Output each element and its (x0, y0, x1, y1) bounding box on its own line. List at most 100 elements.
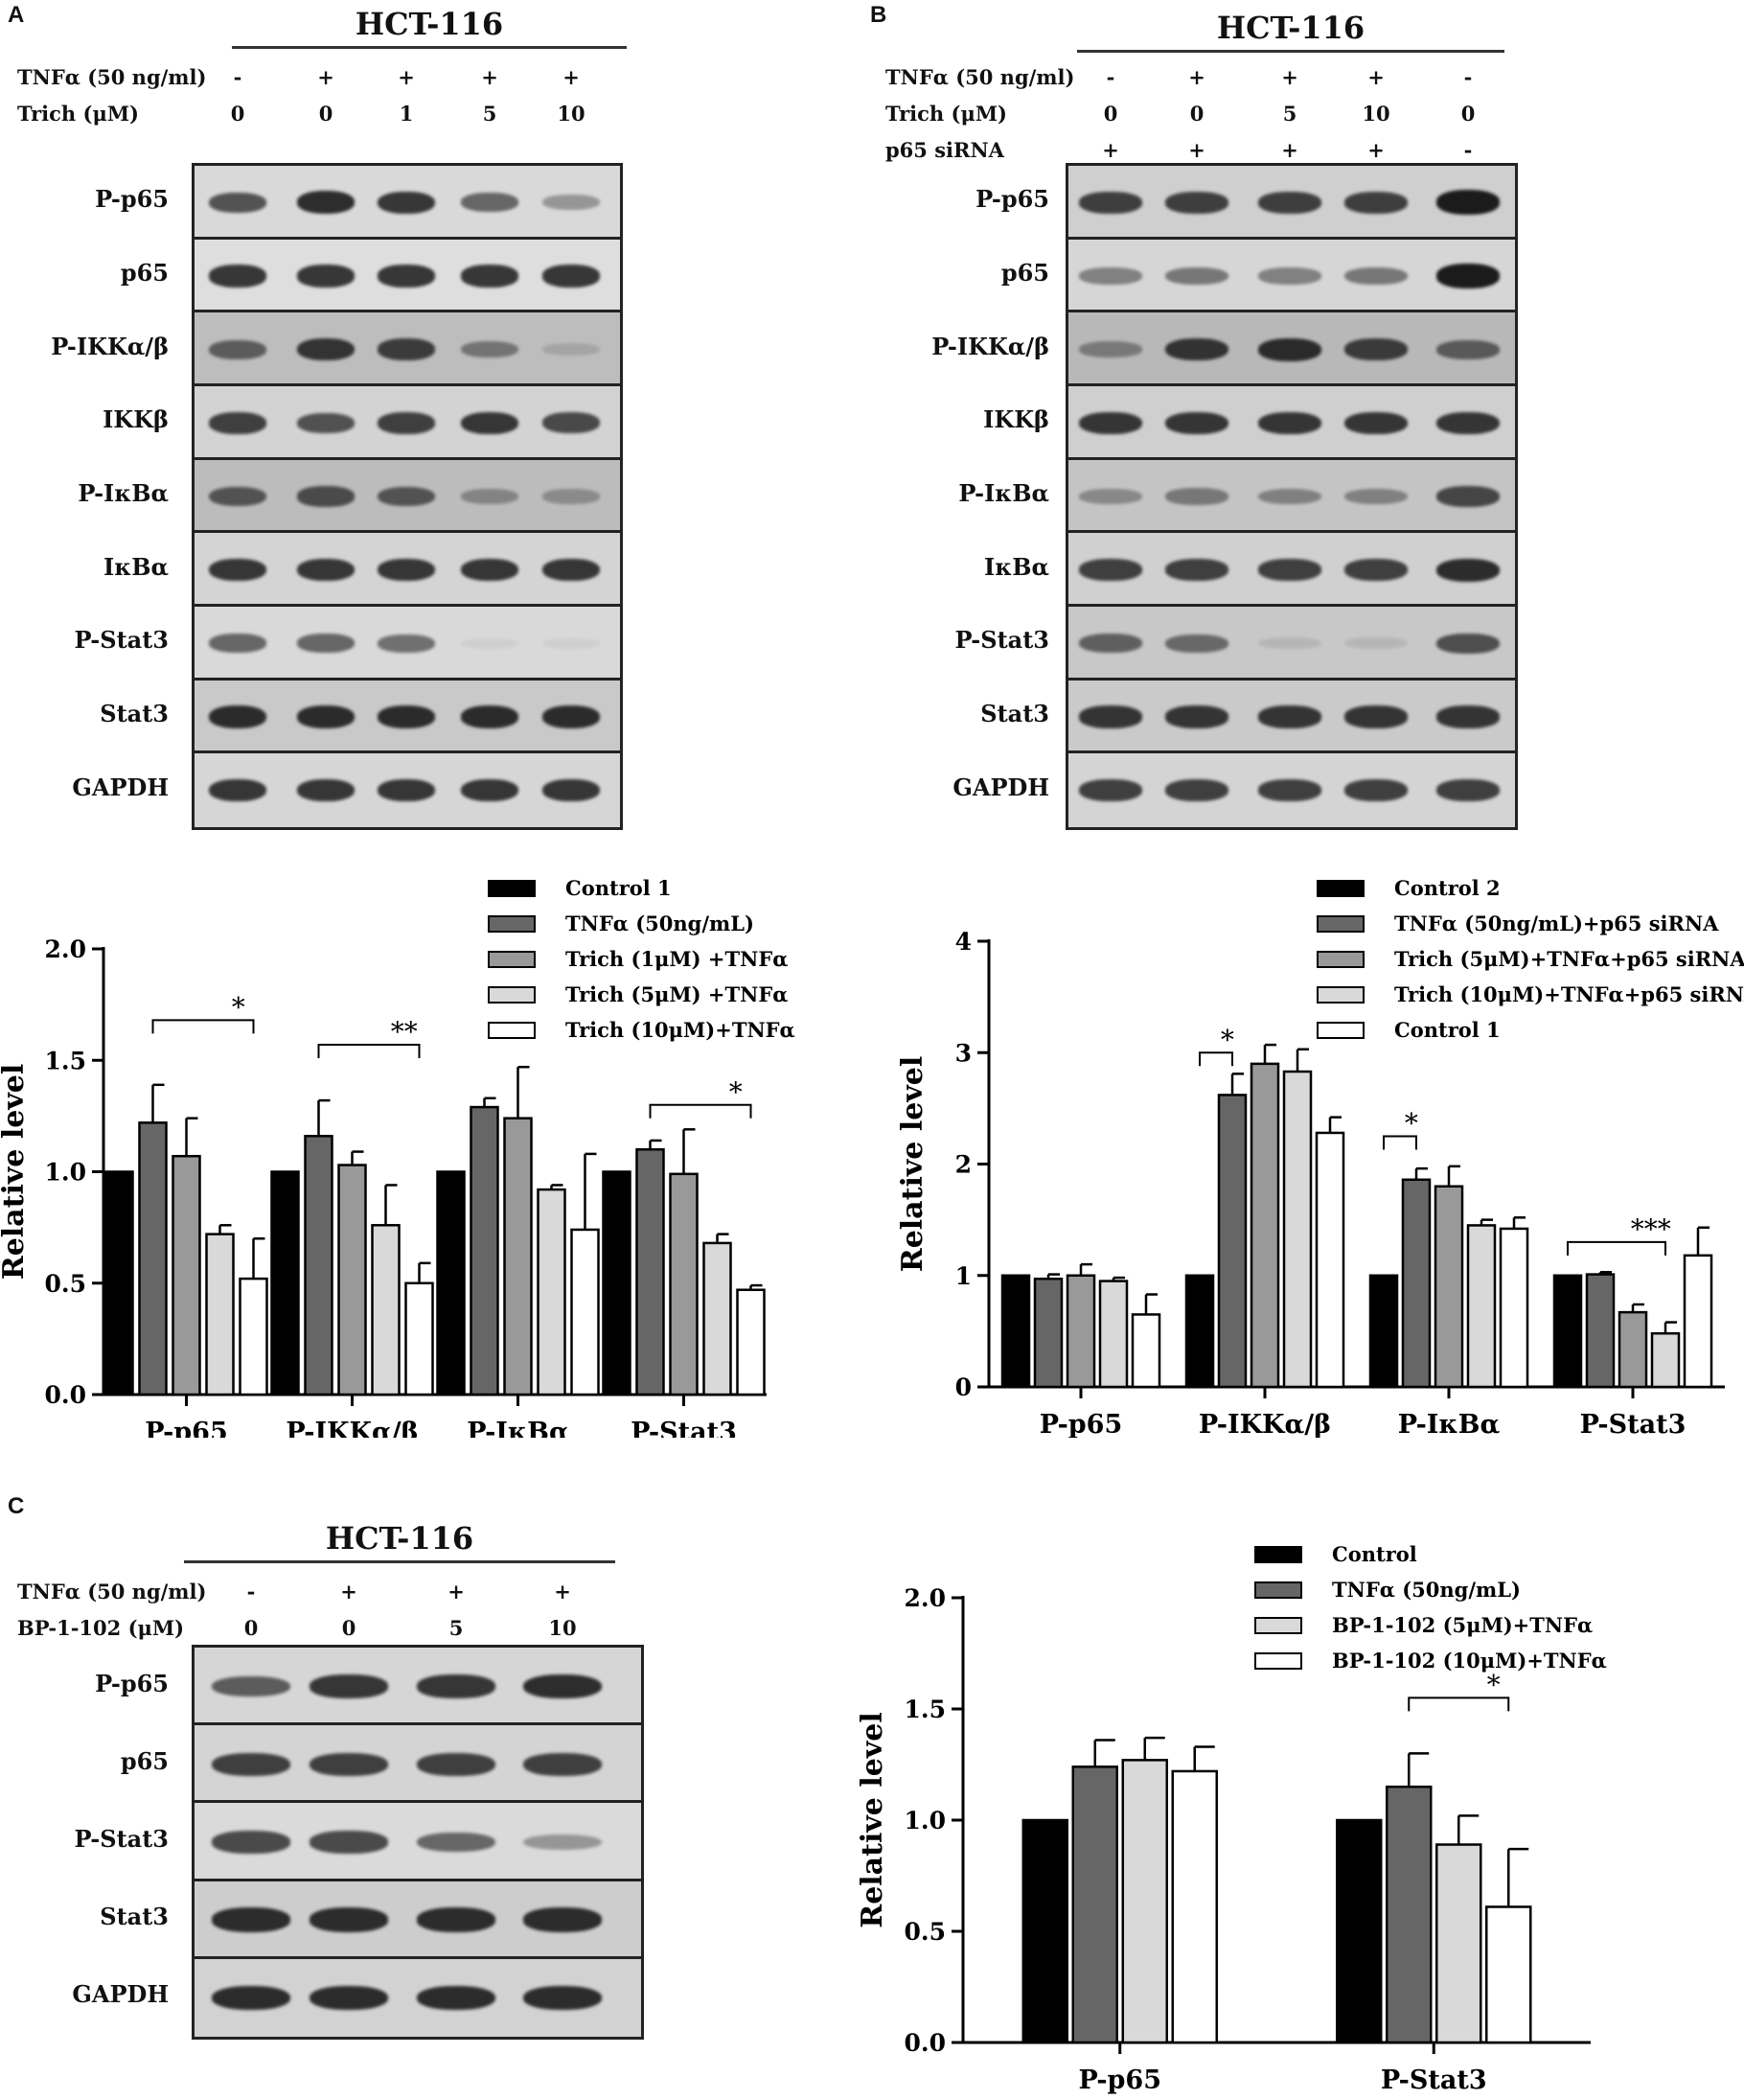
blot-strip (195, 680, 620, 754)
blot-row-label: P-IKKα/β (931, 332, 1049, 360)
blot-title: HCT-116 (355, 6, 504, 42)
protein-band (297, 558, 355, 582)
legend-label: Trich (5μM) +TNFα (565, 982, 788, 1006)
legend-label: Control 1 (565, 876, 672, 900)
significance-bracket (1408, 1696, 1510, 1712)
protein-band (1165, 705, 1228, 728)
blot-row-label: Stat3 (980, 700, 1049, 727)
legend-swatch (488, 1022, 536, 1039)
blot-row-label: IKKβ (983, 405, 1049, 434)
blot-title: HCT-116 (325, 1520, 474, 1557)
protein-band (1344, 191, 1408, 214)
protein-band (378, 704, 435, 729)
protein-band (1079, 634, 1142, 654)
condition-value: - (1463, 65, 1473, 89)
title-underline (184, 1560, 615, 1563)
protein-band (310, 1674, 388, 1699)
bar (172, 1154, 201, 1396)
blot-title: HCT-116 (1216, 10, 1365, 46)
condition-value: 0 (1460, 102, 1476, 126)
panel-letter-b: B (870, 2, 887, 28)
bar (1386, 1785, 1433, 2044)
blot-row-label: P-p65 (95, 1669, 169, 1697)
bar (239, 1277, 268, 1396)
protein-band (542, 558, 600, 582)
protein-band (1436, 190, 1500, 216)
protein-band (417, 1832, 495, 1853)
condition-value: 5 (482, 102, 497, 126)
condition-value: 0 (341, 1616, 356, 1640)
protein-band (209, 704, 266, 729)
protein-band (461, 778, 518, 802)
bar-chart-panel-a: Control 1 TNFα (50ng/mL) Trich (1μM) +TNFα… (0, 876, 795, 1438)
protein-band (297, 634, 355, 654)
y-tick-label: 0 (955, 1373, 972, 1401)
protein-band (461, 193, 518, 213)
legend-label: TNFα (50ng/mL)+p65 siRNA (1394, 912, 1719, 935)
bar (570, 1228, 600, 1396)
protein-band (310, 1907, 388, 1933)
condition-value: - (1106, 65, 1115, 89)
condition-value: - (1463, 138, 1473, 162)
condition-value: 1 (399, 102, 414, 126)
y-tick-label: 0.0 (905, 2029, 947, 2057)
y-axis-label: Relative level (0, 1064, 31, 1280)
protein-band (461, 488, 518, 504)
protein-band (378, 265, 435, 288)
protein-band (542, 489, 600, 504)
condition-label: Trich (μM) (17, 102, 139, 126)
y-axis-label: Relative level (896, 1056, 929, 1272)
bar (1071, 1765, 1118, 2044)
condition-label: TNFα (50 ng/ml) (17, 65, 207, 89)
bar (1098, 1280, 1129, 1389)
legend-label: Trich (1μM) +TNFα (565, 947, 788, 971)
protein-band (212, 1752, 290, 1776)
protein-band (297, 265, 355, 288)
bar (1033, 1277, 1064, 1389)
protein-band (542, 704, 600, 729)
blot-frame (192, 163, 623, 830)
y-tick-label: 1.0 (45, 1159, 87, 1187)
protein-band (417, 1907, 495, 1933)
protein-band (378, 634, 435, 653)
protein-band (461, 637, 518, 650)
panel-letter-c: C (8, 1493, 25, 1519)
bar (436, 1170, 466, 1396)
blot-row-label: GAPDH (72, 1980, 169, 2009)
legend-swatch (1254, 1652, 1302, 1670)
protein-band (297, 191, 355, 215)
protein-band (378, 191, 435, 215)
bar (1282, 1070, 1313, 1389)
protein-band (310, 1752, 388, 1776)
bar (304, 1135, 333, 1396)
x-tick-label: P-p65 (1079, 2065, 1161, 2095)
blot-strip (1068, 607, 1515, 681)
bar (337, 1164, 367, 1396)
y-tick-label: 2 (955, 1151, 972, 1179)
blot-row-label: P-IκBα (958, 479, 1049, 507)
blot-row-label: P-p65 (975, 185, 1049, 214)
y-tick-label: 0.5 (45, 1270, 87, 1298)
bar (1121, 1759, 1168, 2044)
legend-label: Control (1332, 1542, 1417, 1566)
protein-band (297, 486, 355, 507)
protein-band (1344, 488, 1408, 505)
condition-value: + (1367, 138, 1385, 162)
condition-value: 0 (230, 102, 245, 126)
protein-band (209, 486, 266, 507)
title-underline (232, 46, 627, 49)
condition-value: + (481, 65, 498, 89)
bar (1368, 1274, 1399, 1389)
protein-band (1165, 411, 1228, 435)
blot-row-label: GAPDH (952, 773, 1049, 801)
x-tick-label: P-IKKα/β (286, 1418, 418, 1438)
blot-row-label: P-IκBα (78, 479, 169, 507)
protein-band (212, 1675, 290, 1697)
bar (104, 1170, 134, 1396)
protein-band (1079, 341, 1142, 358)
condition-value: + (1281, 138, 1298, 162)
protein-band (297, 704, 355, 729)
protein-band (523, 1985, 602, 2011)
protein-band (1165, 559, 1228, 582)
significance-bracket (317, 1043, 421, 1058)
